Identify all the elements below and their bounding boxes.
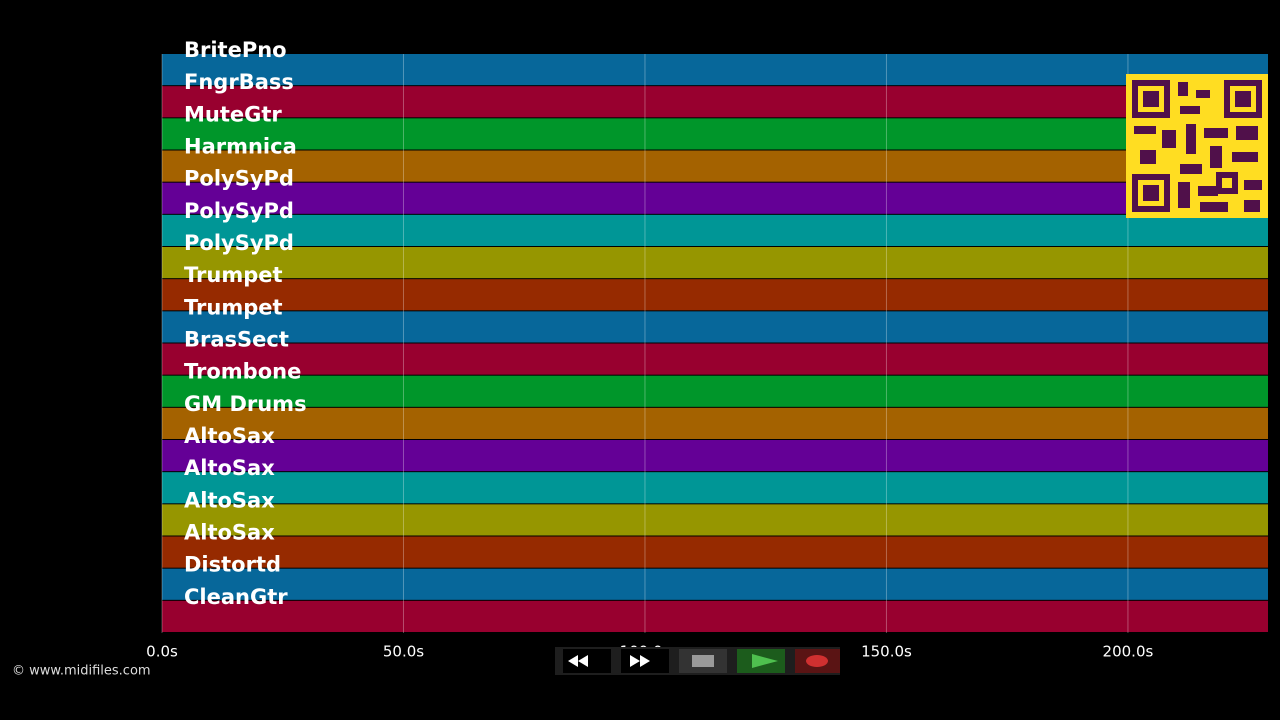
track-row xyxy=(162,472,1268,504)
credit: © www.midifiles.com xyxy=(12,664,151,679)
track-name: BrasSect xyxy=(184,328,289,352)
track-name: AltoSax xyxy=(184,424,275,448)
track-row xyxy=(162,504,1268,536)
track-name: FngrBass xyxy=(184,70,294,94)
track-row xyxy=(162,407,1268,439)
rewind-button[interactable] xyxy=(563,649,611,673)
stop-button[interactable] xyxy=(679,649,727,673)
track-row xyxy=(162,214,1268,246)
track-name: AltoSax xyxy=(184,488,275,512)
track-row xyxy=(162,247,1268,279)
track-name: AltoSax xyxy=(184,521,275,545)
track-row xyxy=(162,86,1268,118)
track-name: AltoSax xyxy=(184,456,275,480)
track-row xyxy=(162,182,1268,214)
track-name: Trumpet xyxy=(184,263,283,287)
record-button[interactable] xyxy=(795,649,840,673)
track-row xyxy=(162,375,1268,407)
qr-code xyxy=(1126,74,1268,218)
track-row xyxy=(162,118,1268,150)
track-name: Trombone xyxy=(184,360,301,384)
track-row xyxy=(162,54,1268,86)
track-name: Distortd xyxy=(184,553,281,577)
track-name: Trumpet xyxy=(184,295,283,319)
x-tick-label: 0.0s xyxy=(146,643,178,661)
track-name: PolySyPd xyxy=(184,231,294,255)
track-name: MuteGtr xyxy=(184,102,282,126)
track-name: PolySyPd xyxy=(184,167,294,191)
track-name: PolySyPd xyxy=(184,199,294,223)
track-row xyxy=(162,279,1268,311)
track-row xyxy=(162,568,1268,600)
transport-controls xyxy=(555,647,840,675)
play-button[interactable] xyxy=(737,649,785,673)
track-rows xyxy=(162,54,1268,632)
track-row xyxy=(162,440,1268,472)
track-row xyxy=(162,343,1268,375)
track-name: Harmnica xyxy=(184,135,297,159)
track-row xyxy=(162,311,1268,343)
track-row xyxy=(162,536,1268,568)
track-row xyxy=(162,150,1268,182)
fast-forward-button[interactable] xyxy=(621,649,669,673)
track-name: GM Drums xyxy=(184,392,307,416)
track-name: BritePno xyxy=(184,38,287,62)
track-name: CleanGtr xyxy=(184,585,288,609)
track-row xyxy=(162,600,1268,632)
x-tick-label: 150.0s xyxy=(861,643,912,661)
track-labels: BritePno FngrBass MuteGtr Harmnica PolySyPd P… xyxy=(184,38,307,609)
x-tick-label: 50.0s xyxy=(383,643,424,661)
x-tick-label: 200.0s xyxy=(1103,643,1154,661)
